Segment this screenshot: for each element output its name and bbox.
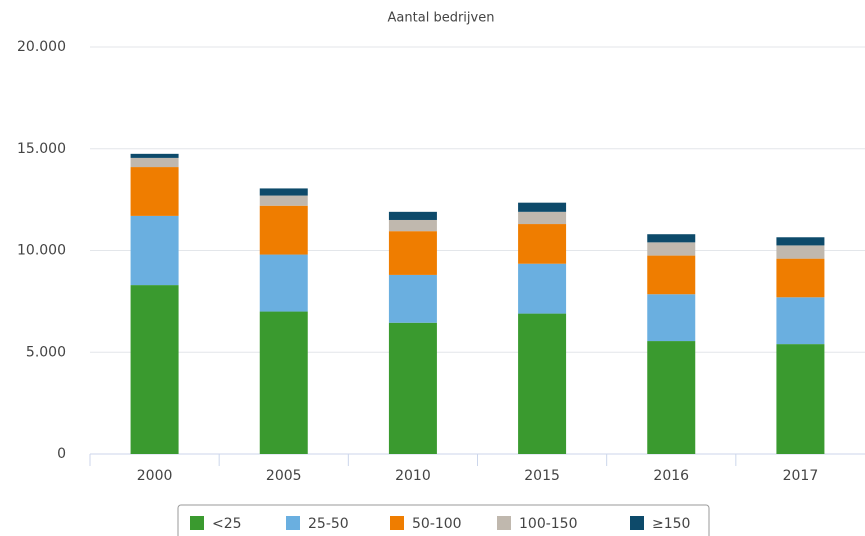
y-tick-label: 20.000: [17, 39, 66, 55]
legend-label: 50-100: [412, 516, 462, 532]
y-tick-label: 15.000: [17, 141, 66, 157]
bar-segment: [647, 294, 696, 342]
x-tick-label: 2010: [395, 468, 431, 484]
bar-segment: [388, 211, 437, 220]
bar-segment: [647, 234, 696, 243]
bar-segment: [776, 297, 825, 345]
x-tick-label: 2015: [524, 468, 560, 484]
legend-box: [177, 504, 710, 536]
bar-segment: [259, 311, 308, 454]
legend-label: <25: [212, 516, 242, 532]
bar-segment: [776, 245, 825, 259]
bar-segment: [518, 313, 567, 454]
bar-segment: [130, 157, 179, 168]
legend-swatch: [286, 516, 300, 530]
legend-swatch: [630, 516, 644, 530]
bar-segment: [776, 258, 825, 298]
bar-segment: [776, 237, 825, 246]
x-tick-label: 2005: [266, 468, 302, 484]
y-tick-label: 10.000: [17, 243, 66, 259]
bar-segment: [259, 188, 308, 196]
x-tick-label: 2000: [137, 468, 173, 484]
bar-segment: [776, 344, 825, 454]
legend-label: ≥150: [652, 516, 690, 532]
bar-segment: [259, 205, 308, 255]
bar-segment: [518, 202, 567, 212]
x-tick-label: 2016: [653, 468, 689, 484]
bar-segment: [130, 167, 179, 216]
bar-segment: [518, 211, 567, 225]
bar-segment: [647, 242, 696, 256]
x-tick-label: 2017: [783, 468, 819, 484]
legend-swatch: [390, 516, 404, 530]
bar-segment: [388, 231, 437, 275]
bar-segment: [130, 153, 179, 158]
legend-label: 100-150: [519, 516, 578, 532]
bar-segment: [388, 322, 437, 454]
y-tick-label: 0: [57, 446, 66, 462]
bar-segment: [518, 263, 567, 314]
bar-segment: [388, 219, 437, 232]
bar-segment: [259, 254, 308, 312]
bar-segment: [388, 274, 437, 323]
bar-segment: [259, 195, 308, 206]
bar-segment: [647, 255, 696, 295]
bar-segment: [130, 215, 179, 286]
bar-segment: [518, 224, 567, 264]
legend-swatch: [497, 516, 511, 530]
y-tick-label: 5.000: [26, 344, 66, 360]
chart-title: Aantal bedrijven: [388, 11, 495, 26]
legend-label: 25-50: [308, 516, 349, 532]
bar-segment: [647, 341, 696, 454]
bar-segment: [130, 285, 179, 454]
legend-swatch: [190, 516, 204, 530]
